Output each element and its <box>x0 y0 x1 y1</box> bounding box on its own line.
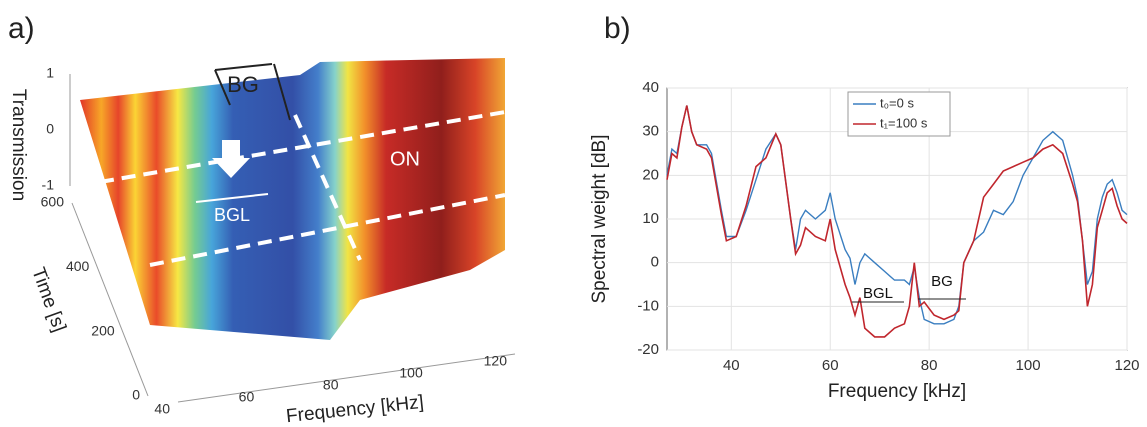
legend-label: t₀=0 s <box>880 95 914 110</box>
y-tick-label: 10 <box>642 210 659 227</box>
annotation: BG <box>931 273 953 290</box>
panel-label: b) <box>604 12 631 45</box>
x-axis-label: Frequency [kHz] <box>828 381 966 402</box>
bgl-arrow <box>195 193 269 203</box>
surface-panel <box>80 58 506 340</box>
legend-label: t₁=100 s <box>880 115 928 130</box>
y-tick-label: 30 <box>642 123 659 140</box>
x-tick-label: 100 <box>399 365 423 381</box>
y-tick-label: 40 <box>642 79 659 96</box>
x-axis-label: Frequency [kHz] <box>285 392 425 427</box>
y-tick-label: -20 <box>637 341 659 358</box>
series-line <box>666 105 1128 338</box>
arrow-down <box>212 140 250 178</box>
annotation: BG <box>227 72 259 97</box>
x-tick-label: 120 <box>484 353 508 369</box>
y-tick-label: 0 <box>651 254 659 271</box>
bg-bracket <box>214 69 231 106</box>
x-tick-label: 60 <box>822 357 839 374</box>
x-tick-label: 40 <box>723 357 740 374</box>
x-tick-label: 80 <box>323 377 339 393</box>
x-tick-label: 40 <box>154 401 170 417</box>
z-tick-label: 0 <box>46 121 54 137</box>
annotation: BGL <box>863 285 893 302</box>
y-tick-label: 0 <box>132 387 140 403</box>
bg-bracket <box>273 63 291 121</box>
guide-lines <box>99 110 506 267</box>
y-axis-label: Time [s] <box>27 265 70 335</box>
bg-arrow <box>214 63 273 71</box>
y-tick-label: 200 <box>91 322 115 338</box>
y-axis <box>71 202 149 397</box>
surface <box>80 58 505 340</box>
annotation: ON <box>390 148 420 170</box>
y-tick-label: -10 <box>637 297 659 314</box>
x-tick-label: 80 <box>921 357 938 374</box>
legend-box <box>847 91 951 137</box>
z-axis-label: Transmission <box>8 89 29 201</box>
series-line <box>666 105 1128 325</box>
z-tick-label: 1 <box>46 65 54 81</box>
x-tick-label: 120 <box>1114 357 1139 374</box>
y-tick-label: 400 <box>66 258 90 274</box>
x-tick-label: 100 <box>1016 357 1041 374</box>
y-axis-label: Spectral weight [dB] <box>589 135 610 304</box>
x-tick-label: 60 <box>239 389 255 405</box>
x-axis <box>177 353 516 403</box>
z-tick-label: -1 <box>42 177 55 193</box>
y-tick-label: 600 <box>41 194 65 210</box>
annotation: BGL <box>214 205 250 225</box>
y-tick-label: 20 <box>642 166 659 183</box>
panel-label: a) <box>8 12 35 45</box>
